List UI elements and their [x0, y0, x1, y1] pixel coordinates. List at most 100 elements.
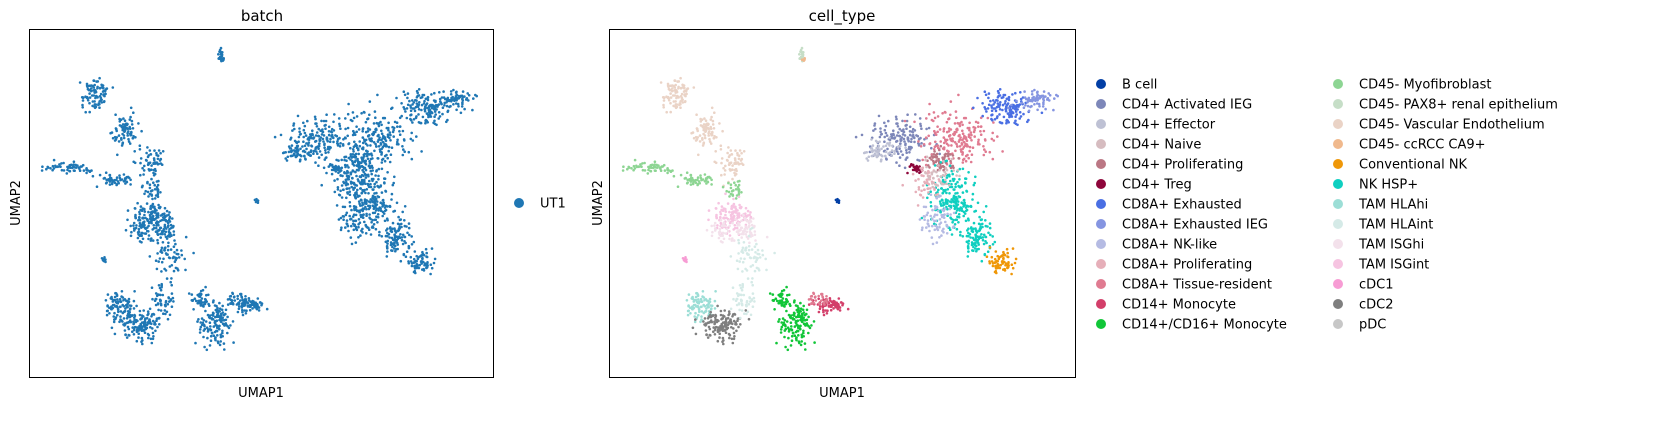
- batch-point: [399, 233, 402, 236]
- cell-type-point: [961, 191, 965, 194]
- batch-point: [165, 227, 168, 230]
- batch-point: [129, 304, 133, 308]
- cell-type-point: [1007, 106, 1010, 110]
- cell-type-point: [898, 144, 902, 148]
- cell-type-point: [979, 116, 983, 120]
- cell-type-point: [683, 93, 686, 97]
- batch-point: [357, 179, 360, 183]
- cell-type-point: [906, 171, 909, 175]
- cell-type-point: [910, 137, 913, 141]
- batch-point: [117, 310, 120, 314]
- batch-point: [365, 199, 368, 202]
- batch-legend-item-marker: [514, 198, 524, 208]
- cell-type-point: [643, 169, 647, 172]
- batch-point: [117, 140, 121, 143]
- batch-point: [364, 138, 368, 142]
- batch-point: [155, 215, 159, 218]
- batch-point: [220, 56, 223, 59]
- cell-type-point: [695, 113, 698, 116]
- batch-x-axis-label: UMAP1: [238, 386, 284, 401]
- cell-type-point: [1001, 103, 1005, 107]
- batch-point: [52, 158, 56, 162]
- batch-point: [414, 116, 418, 120]
- batch-point: [123, 323, 127, 326]
- batch-point: [59, 165, 62, 168]
- cell-type-point: [926, 196, 929, 200]
- batch-point: [401, 145, 404, 148]
- cell-type-point: [946, 199, 949, 202]
- batch-point: [148, 183, 152, 186]
- cell-type-point: [687, 293, 691, 296]
- batch-point: [142, 322, 146, 326]
- batch-point: [412, 261, 416, 265]
- cell-type-point: [903, 140, 906, 143]
- batch-point: [315, 131, 319, 134]
- batch-point: [136, 319, 139, 323]
- batch-point: [426, 261, 429, 264]
- cell-type-point: [1005, 103, 1009, 107]
- batch-point: [115, 176, 119, 179]
- cell-type-point: [925, 117, 928, 120]
- cell-type-point: [740, 288, 744, 292]
- cell-type-point: [940, 187, 943, 190]
- cell-type-point: [879, 130, 882, 134]
- batch-point: [129, 234, 133, 238]
- cell-type-point: [821, 295, 824, 298]
- batch-point: [163, 309, 167, 312]
- batch-point: [396, 140, 399, 144]
- cell-type-point: [978, 215, 981, 219]
- cell-type-point: [713, 229, 717, 232]
- batch-point: [149, 239, 153, 242]
- cell-type-point: [865, 157, 868, 160]
- cell-type-point: [970, 139, 973, 142]
- batch-point: [411, 107, 415, 110]
- batch-point: [138, 309, 142, 313]
- cell-type-point: [1011, 111, 1015, 115]
- batch-point: [376, 157, 380, 160]
- cell-type-point: [911, 131, 915, 134]
- batch-point: [93, 83, 96, 87]
- batch-point: [391, 183, 395, 187]
- cell-type-point: [726, 202, 730, 205]
- cell-type-point: [739, 316, 742, 320]
- cell-type-point: [832, 307, 835, 310]
- batch-point: [380, 202, 384, 205]
- cell-type-point: [684, 100, 687, 103]
- cell-type-point: [945, 168, 949, 172]
- cell-type-point: [799, 324, 802, 328]
- cell-type-point: [740, 151, 743, 155]
- batch-point: [366, 130, 370, 133]
- cell-type-point: [869, 147, 873, 150]
- batch-point: [357, 218, 361, 221]
- cell-type-point: [934, 219, 938, 223]
- batch-point: [162, 312, 165, 316]
- cell-type-point: [689, 173, 693, 177]
- batch-point: [162, 227, 166, 231]
- batch-point: [150, 221, 153, 225]
- cell-type-point: [744, 218, 747, 222]
- batch-point: [374, 174, 377, 177]
- batch-point: [285, 159, 289, 162]
- cell-type-point: [956, 169, 959, 172]
- cell-type-point: [979, 133, 983, 136]
- cell-type-point: [1038, 105, 1041, 108]
- cell-type-point: [964, 159, 968, 163]
- cell-type-point: [926, 219, 930, 222]
- cell-type-point: [875, 155, 879, 159]
- cell-type-point: [679, 87, 683, 90]
- cell-type-point: [673, 89, 676, 92]
- batch-point: [441, 112, 444, 116]
- batch-point: [407, 246, 411, 249]
- cell-type-point: [695, 291, 698, 295]
- cell-type-point: [971, 229, 974, 232]
- batch-point: [312, 152, 315, 155]
- cell-type-point: [728, 224, 731, 228]
- cell-type-point: [729, 149, 733, 152]
- cell-type-point: [737, 325, 740, 329]
- batch-point: [173, 260, 177, 264]
- batch-point: [317, 164, 320, 167]
- batch-point: [296, 153, 299, 157]
- cell-type-point: [734, 299, 738, 303]
- batch-point: [159, 219, 162, 223]
- batch-point: [150, 164, 153, 167]
